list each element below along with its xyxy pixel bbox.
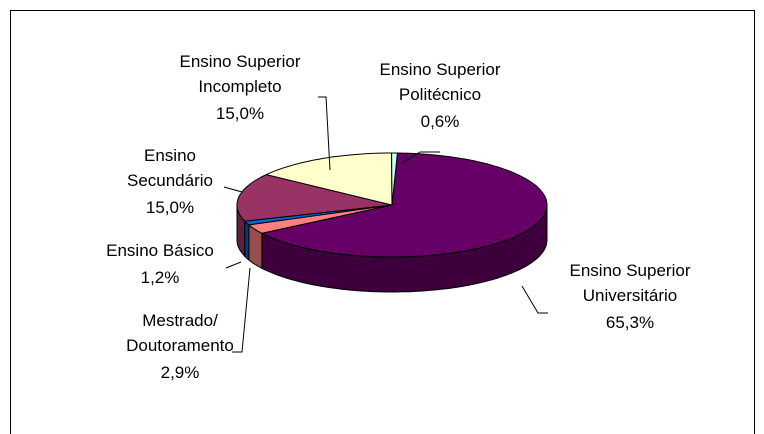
slice-label: Ensino Básico <box>106 241 214 260</box>
pie-slice <box>391 152 398 206</box>
pie-slice <box>264 152 393 206</box>
leader-line <box>232 267 251 353</box>
slice-label: Ensino Superior Incompleto <box>180 52 301 96</box>
leader-line <box>318 96 331 171</box>
leader-line <box>401 151 440 164</box>
leader-line <box>223 186 243 193</box>
pie-slice <box>260 152 548 258</box>
pie-slice <box>247 204 393 234</box>
slice-value-label: 2,9% <box>161 363 200 382</box>
leader-line <box>225 261 242 269</box>
slice-value-label: 15,0% <box>216 104 264 123</box>
slice-label: Ensino Secundário <box>127 146 213 190</box>
pie-slice <box>236 174 393 222</box>
slice-value-label: 15,0% <box>146 198 194 217</box>
pie-side <box>244 220 250 261</box>
slice-value-label: 0,6% <box>421 112 460 131</box>
slice-label: Ensino Superior Politécnico <box>380 60 501 104</box>
slice-label: Mestrado/Doutoramento <box>126 311 234 355</box>
chart-frame <box>10 10 755 434</box>
slice-value-label: 1,2% <box>141 268 180 287</box>
slice-label: Ensino Superior Universitário <box>570 261 691 305</box>
leader-line <box>521 285 548 314</box>
slice-value-label: 65,3% <box>606 313 654 332</box>
